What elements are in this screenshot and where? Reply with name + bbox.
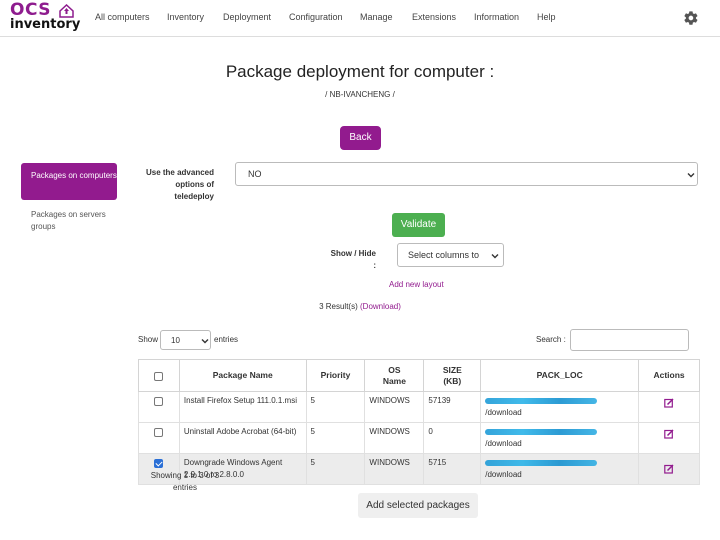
- row-checkbox[interactable]: [154, 397, 164, 407]
- priority-cell: 5: [305, 391, 366, 423]
- row-checkbox[interactable]: [154, 459, 164, 469]
- nav-help[interactable]: Help: [537, 12, 556, 22]
- advanced-options-value: NO: [248, 169, 262, 179]
- pack-loc-cell: /download: [480, 422, 640, 454]
- chevron-down-icon: [201, 339, 209, 344]
- column-header-actions: Actions: [638, 359, 700, 392]
- column-header-pack-loc[interactable]: PACK_LOC: [480, 359, 640, 392]
- package-name-cell: Install Firefox Setup 111.0.1.msi: [178, 391, 307, 423]
- table-row: Downgrade Windows Agent 2.9.1.0 to 2.8.0…: [138, 453, 700, 485]
- select-all-cell[interactable]: [138, 359, 180, 392]
- pack-loc-suffix: /download: [485, 439, 522, 448]
- pack-loc-suffix: /download: [485, 408, 522, 417]
- column-header-package-name[interactable]: Package Name: [178, 359, 307, 392]
- nav-configuration[interactable]: Configuration: [289, 12, 343, 22]
- actions-cell: [638, 453, 700, 485]
- download-link[interactable]: (Download): [360, 302, 401, 311]
- pack-loc-cell: /download: [480, 391, 640, 423]
- row-select-cell: [138, 422, 180, 454]
- column-header-priority[interactable]: Priority: [305, 359, 366, 392]
- advanced-options-select[interactable]: NO: [235, 162, 698, 186]
- top-navbar: ocs inventory All computers Inventory De…: [0, 0, 720, 37]
- redacted-url-mark: [485, 397, 598, 404]
- size-cell: 5715: [423, 453, 482, 485]
- advanced-options-label: Use the advanced options of teledeploy: [145, 168, 214, 201]
- chevron-down-icon: [491, 252, 499, 260]
- package-name-cell: Uninstall Adobe Acrobat (64-bit): [178, 422, 307, 454]
- add-selected-packages-button[interactable]: Add selected packages: [358, 493, 478, 518]
- sidebar-item-packages-on-servers-groups[interactable]: Packages on servers groups: [31, 210, 106, 231]
- column-header-size-label: SIZE (KB): [442, 364, 462, 386]
- actions-cell: [638, 391, 700, 423]
- nav-all-computers[interactable]: All computers: [95, 12, 150, 22]
- table-header-row: Package Name Priority OS Name SIZE (KB) …: [138, 359, 700, 392]
- priority-cell: 5: [305, 453, 366, 485]
- select-all-checkbox[interactable]: [154, 372, 164, 382]
- logo-house-icon: [59, 4, 74, 18]
- show-hide-label: Show / Hide :: [330, 249, 376, 270]
- column-header-size[interactable]: SIZE (KB): [423, 359, 482, 392]
- gear-icon[interactable]: [683, 10, 699, 26]
- edit-icon[interactable]: [664, 429, 674, 439]
- ocs-inventory-logo[interactable]: ocs inventory: [10, 0, 80, 33]
- chevron-down-icon: [687, 173, 695, 178]
- entries-length-select[interactable]: 10: [160, 330, 211, 350]
- priority-cell: 5: [305, 422, 366, 454]
- pack-loc-cell: /download: [480, 453, 640, 485]
- row-select-cell: [138, 453, 180, 485]
- packages-table: Package Name Priority OS Name SIZE (KB) …: [138, 359, 700, 485]
- nav-extensions[interactable]: Extensions: [412, 12, 457, 22]
- edit-icon[interactable]: [664, 398, 674, 408]
- results-summary: 3 Result(s) (Download): [0, 302, 720, 311]
- size-cell: 57139: [423, 391, 482, 423]
- size-cell: 0: [423, 422, 482, 454]
- table-row: Install Firefox Setup 111.0.1.msi 5 WIND…: [138, 391, 700, 423]
- nav-inventory[interactable]: Inventory: [167, 12, 205, 22]
- search-input[interactable]: [570, 329, 689, 351]
- os-name-cell: WINDOWS: [364, 391, 425, 423]
- table-row: Uninstall Adobe Acrobat (64-bit) 5 WINDO…: [138, 422, 700, 454]
- nav-deployment[interactable]: Deployment: [223, 12, 272, 22]
- columns-select-placeholder: Select columns to: [408, 250, 480, 260]
- computer-name-subtitle: / NB-IVANCHENG /: [325, 90, 395, 99]
- actions-cell: [638, 422, 700, 454]
- page-title: Package deployment for computer :: [225, 62, 495, 81]
- entries-length-value: 10: [171, 336, 180, 345]
- logo-text-inventory: inventory: [10, 17, 81, 32]
- edit-icon[interactable]: [664, 464, 674, 474]
- row-select-cell: [138, 391, 180, 423]
- os-name-cell: WINDOWS: [364, 422, 425, 454]
- redacted-url-mark: [485, 459, 598, 466]
- entries-label: entries: [214, 335, 239, 344]
- row-checkbox[interactable]: [154, 428, 164, 438]
- columns-select[interactable]: Select columns to: [397, 243, 504, 267]
- add-new-layout-link[interactable]: Add new layout: [389, 280, 444, 289]
- column-header-os-name[interactable]: OS Name: [364, 359, 425, 392]
- redacted-url-mark: [485, 428, 598, 435]
- nav-manage[interactable]: Manage: [360, 12, 393, 22]
- column-header-os-name-label: OS Name: [382, 364, 406, 386]
- search-label: Search :: [536, 335, 566, 344]
- show-label: Show: [138, 335, 159, 344]
- table-info-text: Showing 1 to 3 of 3 entries: [150, 471, 220, 492]
- os-name-cell: WINDOWS: [364, 453, 425, 485]
- logo-text-ocs: ocs: [10, 0, 51, 20]
- validate-button[interactable]: Validate: [392, 213, 445, 237]
- back-button[interactable]: Back: [340, 126, 381, 150]
- results-count: 3 Result(s): [319, 302, 358, 311]
- nav-information[interactable]: Information: [474, 12, 520, 22]
- pack-loc-suffix: /download: [485, 470, 522, 479]
- sidebar-item-packages-on-computers[interactable]: Packages on computers: [21, 163, 117, 200]
